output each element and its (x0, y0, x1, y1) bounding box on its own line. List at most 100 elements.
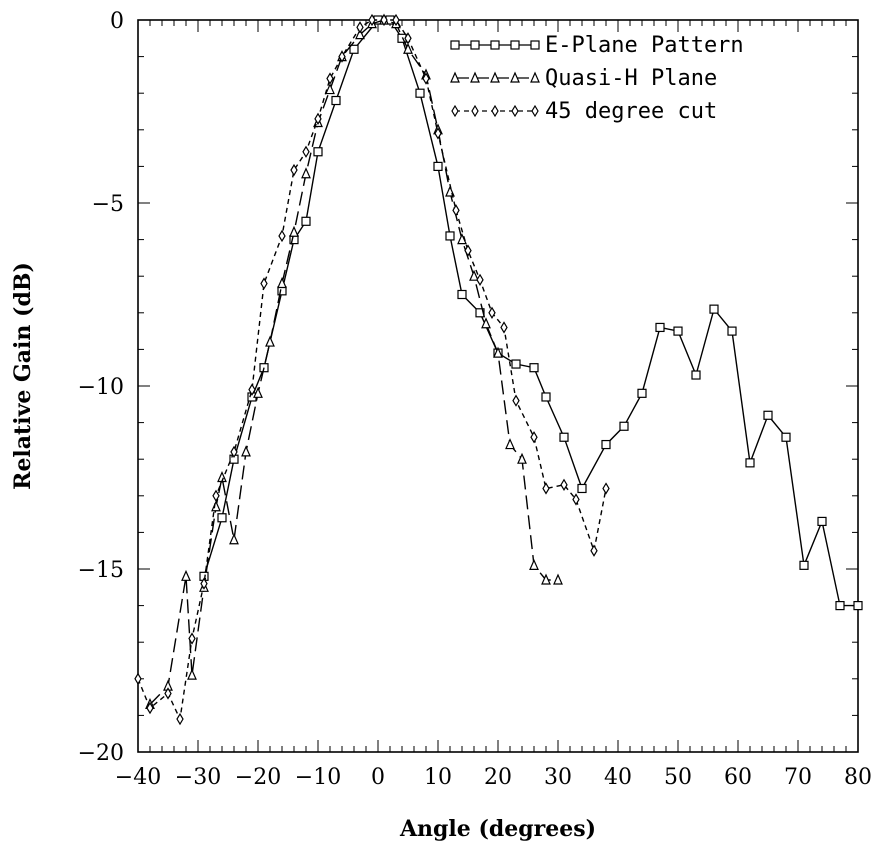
data-point (464, 244, 472, 257)
data-point (853, 600, 863, 611)
data-point (248, 383, 256, 396)
data-point (529, 558, 539, 570)
data-point (781, 432, 791, 442)
data-point (176, 712, 184, 726)
data-point (181, 569, 191, 581)
data-point (475, 308, 485, 318)
data-point (655, 322, 665, 333)
data-point (188, 632, 196, 645)
data-point (134, 672, 142, 685)
data-point (415, 88, 425, 98)
data-point (601, 439, 611, 450)
legend: E-Plane Pattern Quasi-H Plane 45 degree cu… (450, 33, 744, 124)
data-point (260, 277, 268, 290)
data-point (745, 458, 755, 468)
data-point (278, 229, 286, 243)
data-point (404, 32, 412, 45)
data-point (265, 335, 275, 347)
data-point (301, 167, 311, 179)
data-point (241, 445, 251, 457)
legend-marker (451, 104, 459, 118)
legend-marker (470, 71, 480, 83)
legend-label: Quasi-H Plane (545, 66, 717, 91)
legend-marker (490, 71, 500, 83)
data-point (452, 204, 460, 217)
y-tick-label: −15 (78, 558, 124, 583)
data-point (349, 44, 359, 54)
legend-marker (511, 104, 519, 118)
legend-marker (470, 40, 480, 50)
data-point (301, 216, 311, 226)
data-point (146, 701, 154, 715)
data-point (403, 42, 413, 54)
data-point (505, 438, 515, 450)
data-point (559, 432, 569, 442)
legend-marker (450, 71, 460, 83)
data-point (326, 72, 334, 85)
data-point (512, 394, 520, 407)
x-tick-label: 80 (844, 765, 872, 790)
data-point (799, 560, 809, 570)
data-point (493, 346, 503, 358)
data-point (541, 392, 551, 402)
legend-item: Quasi-H Plane (450, 66, 717, 91)
data-point (500, 321, 508, 334)
series-line (137, 19, 607, 722)
data-point (511, 359, 521, 369)
x-tick-label: 0 (371, 765, 385, 790)
data-point (331, 95, 341, 106)
y-tick-label: 0 (110, 9, 124, 34)
legend-marker (450, 40, 460, 50)
data-point (445, 231, 455, 241)
data-point (577, 483, 587, 494)
data-point (542, 482, 550, 495)
data-point (476, 273, 484, 287)
data-point (422, 72, 430, 85)
y-tick-label: −10 (78, 375, 124, 400)
data-point (433, 161, 443, 171)
plot-area (137, 19, 859, 753)
data-point (637, 388, 647, 398)
x-tick-label: −10 (295, 765, 341, 790)
data-point (289, 225, 299, 237)
data-point (602, 482, 610, 495)
data-point (325, 83, 335, 95)
data-point (302, 145, 310, 158)
legend-marker (530, 40, 540, 50)
data-point (434, 127, 442, 140)
data-point (253, 386, 263, 398)
series-line (203, 19, 858, 607)
data-point (356, 21, 364, 34)
x-tick-label: 10 (424, 765, 452, 790)
x-tick-label: 20 (484, 765, 512, 790)
data-point (572, 493, 580, 506)
y-axis-title: Relative Gain (dB) (10, 262, 36, 490)
data-point (488, 306, 496, 319)
series-diamond (134, 13, 610, 726)
data-point (529, 363, 539, 373)
data-point (229, 533, 239, 545)
series-line (149, 19, 558, 705)
data-point (469, 269, 479, 281)
legend-marker (491, 104, 499, 118)
data-point (212, 489, 220, 502)
x-tick-label: 40 (604, 765, 632, 790)
data-point (314, 112, 322, 125)
y-tick-label: −5 (92, 192, 124, 217)
y-tick-label: −20 (78, 741, 124, 766)
data-point (553, 573, 563, 585)
legend-marker (510, 71, 520, 83)
axis-ticks (137, 19, 859, 753)
data-point (355, 28, 365, 40)
data-point (763, 410, 773, 420)
data-point (187, 668, 197, 680)
legend-label: 45 degree cut (545, 99, 717, 124)
data-point (277, 277, 287, 289)
data-point (619, 421, 629, 431)
data-point (200, 577, 208, 590)
data-point (338, 50, 346, 63)
data-point (368, 13, 376, 27)
data-point (709, 304, 719, 314)
legend-marker (531, 104, 539, 118)
x-tick-label: −40 (115, 765, 161, 790)
